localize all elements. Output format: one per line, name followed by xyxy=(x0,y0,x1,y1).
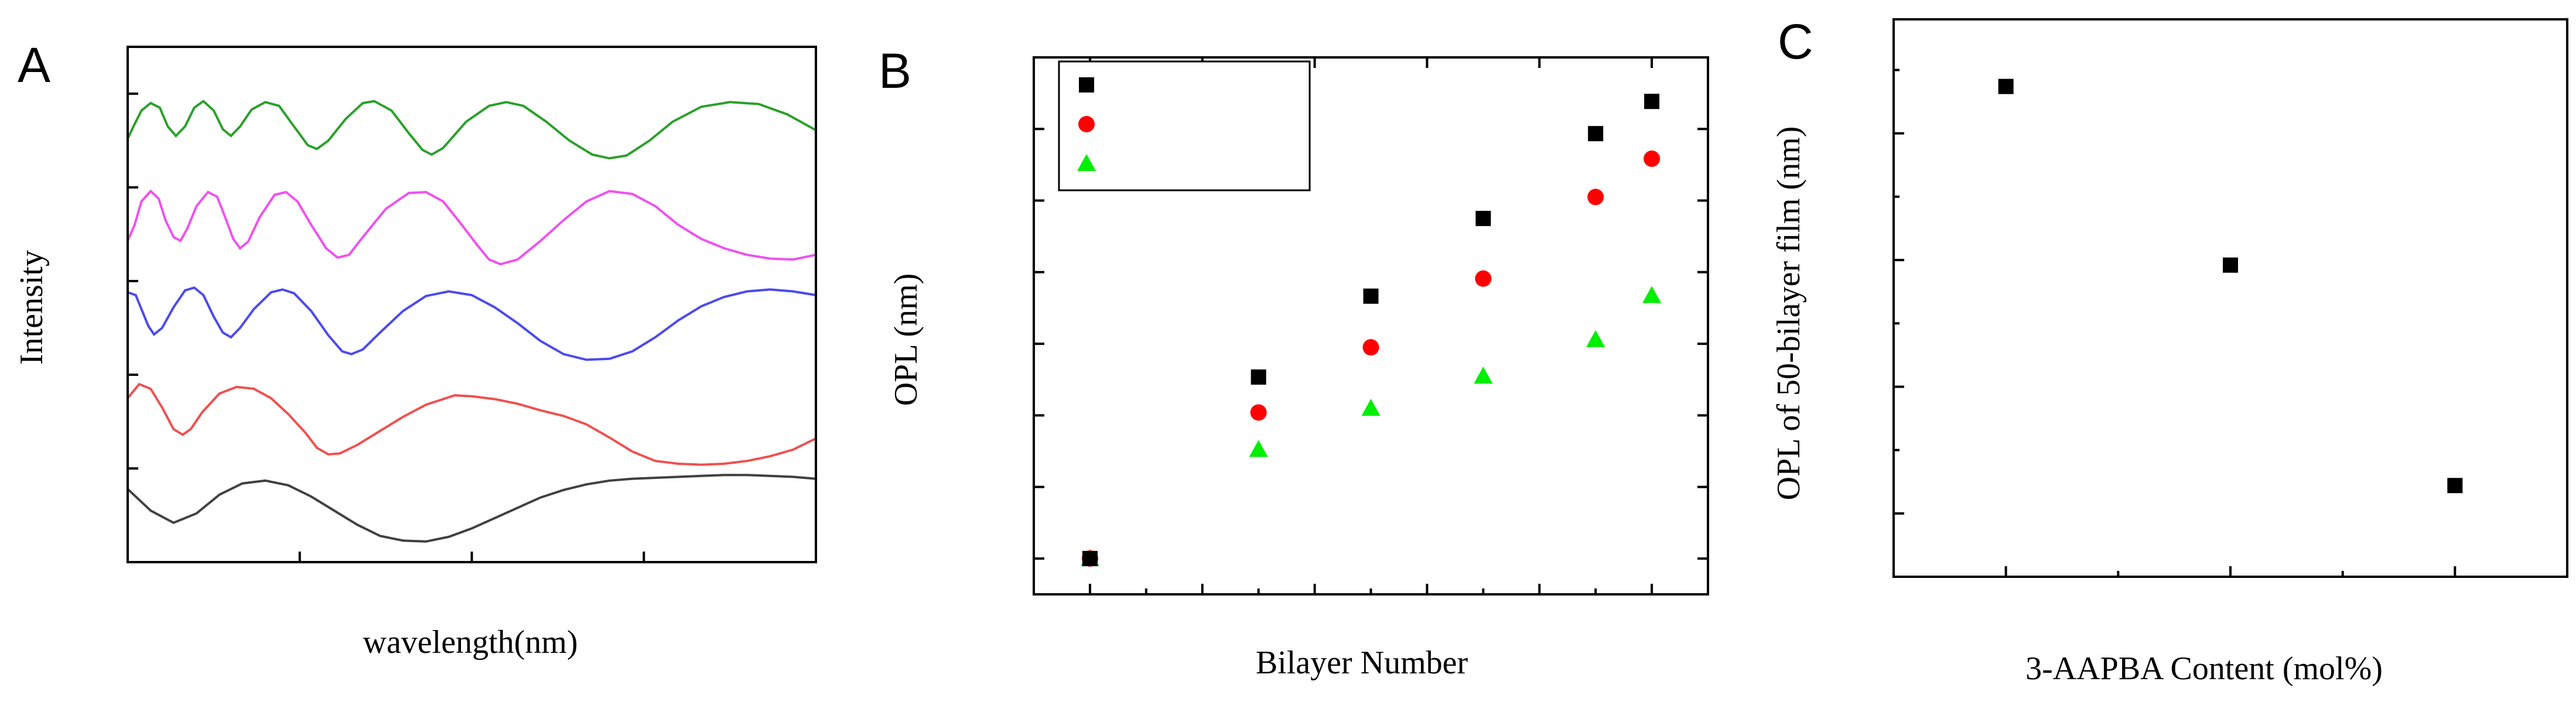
point-AAPBA-10% xyxy=(1644,150,1661,167)
point-opl xyxy=(2447,478,2463,494)
panel-a-y-axis-title: Intensity xyxy=(13,250,50,365)
point-AAPBA-15% xyxy=(1642,286,1662,303)
series-70-line xyxy=(127,286,816,361)
point-opl xyxy=(2223,257,2238,273)
point-AAPBA-10% xyxy=(1250,404,1267,421)
series-30-line xyxy=(127,474,816,543)
panel-a-axes xyxy=(127,46,817,563)
point-AAPBA-10% xyxy=(1587,189,1604,206)
point-AAPBA-5% xyxy=(1363,288,1379,304)
series-50-line xyxy=(127,382,816,466)
panel-c-axes xyxy=(1892,18,2568,578)
point-AAPBA-5% xyxy=(1251,369,1266,385)
point-AAPBA-15% xyxy=(1474,367,1493,384)
series-100-line xyxy=(127,100,816,160)
panel-b-y-axis-title: OPL (nm) xyxy=(888,273,924,406)
point-AAPBA-15% xyxy=(1586,330,1605,347)
panel-c-y-axis-title: OPL of 50-bilayer film (nm) xyxy=(1771,126,1807,501)
panel-c-x-axis-title: 3-AAPBA Content (mol%) xyxy=(2025,651,2383,687)
point-AAPBA-15% xyxy=(1249,440,1268,457)
panel-b-x-axis-title: Bilayer Number xyxy=(1256,645,1468,681)
point-AAPBA-5% xyxy=(1644,94,1660,109)
panel-b-letter: B xyxy=(879,43,911,98)
panel-a-x-axis-title: wavelength(nm) xyxy=(363,624,578,660)
point-AAPBA-5% xyxy=(1082,550,1098,566)
point-AAPBA-15% xyxy=(1361,399,1381,416)
panel-c-frame xyxy=(1892,18,2568,578)
point-AAPBA-5% xyxy=(1588,126,1604,142)
panel-b-legend xyxy=(1058,60,1311,191)
panel-c-letter: C xyxy=(1778,14,1813,69)
panel-a-intensity-chart: A wavelength(nm) Intensity xyxy=(13,37,817,660)
point-AAPBA-10% xyxy=(1475,270,1492,287)
panel-a-curves xyxy=(127,100,816,543)
panel-b-points xyxy=(1080,94,1662,567)
point-opl xyxy=(1998,78,2014,94)
panel-a-letter: A xyxy=(18,37,50,93)
legend-frame xyxy=(1058,60,1311,191)
point-AAPBA-5% xyxy=(1475,211,1491,227)
legend-marker-AAPBA-15% xyxy=(1077,154,1096,171)
panel-c-opl-content-chart: C 3-AAPBA Content (mol%) OPL of 50-bilay… xyxy=(1771,14,2568,687)
point-AAPBA-10% xyxy=(1362,339,1379,356)
series-90-line xyxy=(127,189,816,266)
panel-b-opl-chart: B Bilayer Number OPL (nm) xyxy=(879,43,1709,681)
legend-marker-AAPBA-10% xyxy=(1078,116,1095,132)
panel-c-points xyxy=(1998,78,2463,494)
legend-marker-AAPBA-5% xyxy=(1079,77,1094,93)
panel-a-frame xyxy=(127,46,817,563)
